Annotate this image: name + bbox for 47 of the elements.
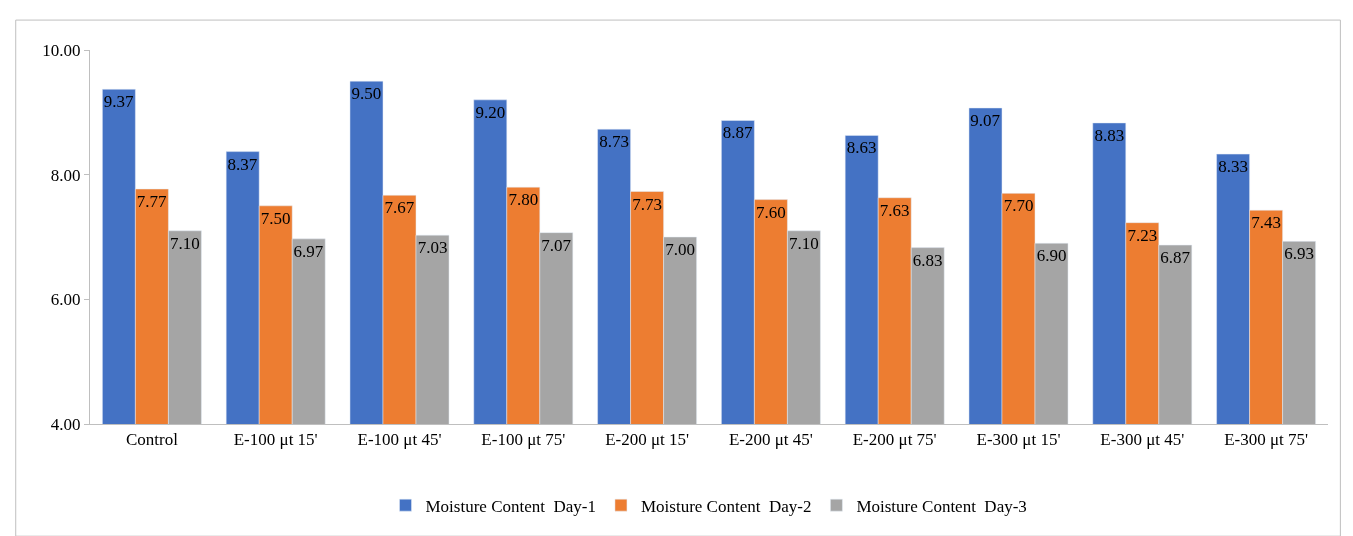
data-label: 7.23 — [1127, 225, 1158, 245]
x-tick-label: E-200 μt 75' — [852, 430, 937, 450]
data-label: 9.50 — [351, 84, 382, 104]
data-label: 6.90 — [1036, 246, 1067, 266]
data-label: 7.77 — [136, 192, 168, 211]
data-label: 7.80 — [508, 190, 539, 210]
legend-label: Moisture Content Day-1 — [425, 496, 596, 516]
legend-label: Moisture Content Day-2 — [640, 496, 812, 516]
legend-label: Moisture Content Day-3 — [856, 496, 1027, 516]
x-tick-label: E-100 μt 45' — [357, 430, 442, 450]
data-label: 7.67 — [384, 198, 415, 218]
data-label: 9.20 — [475, 102, 506, 122]
data-label: 7.03 — [417, 238, 448, 258]
data-label: 9.07 — [970, 110, 1001, 130]
x-tick-label: E-300 μt 45' — [1100, 430, 1185, 450]
data-label: 7.00 — [665, 240, 695, 259]
data-label: 8.37 — [227, 154, 258, 174]
data-label: 8.33 — [1218, 157, 1248, 177]
x-tick-label: E-100 μt 15' — [233, 430, 318, 450]
data-label: 8.63 — [846, 138, 877, 158]
data-label: 7.10 — [170, 233, 200, 253]
data-label: 8.73 — [599, 132, 629, 152]
data-label: 7.50 — [260, 208, 291, 228]
data-label: 7.73 — [632, 194, 662, 214]
data-label: 6.97 — [293, 241, 324, 261]
data-label: 7.43 — [1251, 213, 1281, 233]
data-label: 6.83 — [912, 250, 943, 270]
data-label: 6.87 — [1160, 248, 1191, 268]
x-tick-label: E-100 μt 75' — [481, 430, 566, 450]
y-tick-label: 8.00 — [50, 165, 81, 185]
data-label: 6.93 — [1284, 244, 1314, 264]
data-label: 9.37 — [103, 92, 135, 112]
x-tick-label: E-300 μt 75' — [1224, 430, 1309, 450]
data-label: 7.07 — [541, 235, 572, 255]
data-label: 7.60 — [756, 202, 786, 222]
data-label: 7.10 — [789, 233, 819, 253]
data-label: 8.83 — [1094, 125, 1125, 145]
x-tick-label: E-300 μt 15' — [976, 430, 1061, 450]
x-tick-label: E-200 μt 15' — [605, 430, 690, 450]
data-label: 8.87 — [722, 123, 754, 143]
y-tick-label: 10.00 — [42, 40, 81, 60]
y-tick-label: 6.00 — [50, 290, 81, 310]
data-label: 7.63 — [879, 200, 910, 220]
x-tick-label: Control — [125, 430, 179, 450]
y-tick-label: 4.00 — [50, 414, 81, 434]
data-label: 7.70 — [1003, 196, 1034, 216]
x-tick-label: E-200 μt 45' — [728, 430, 813, 450]
